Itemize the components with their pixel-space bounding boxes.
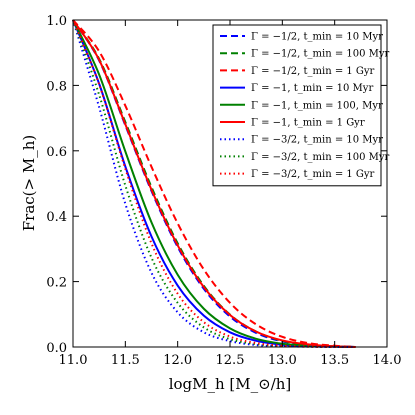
legend-label: Γ = −3/2, t_min = 10 Myr <box>251 135 383 146</box>
x-tick-label: 11.0 <box>59 353 88 368</box>
y-tick-label: 0.2 <box>46 276 67 291</box>
x-tick-label: 11.5 <box>111 353 140 368</box>
legend-label: Γ = −1/2, t_min = 10 Myr <box>251 32 383 43</box>
x-tick-label: 12.5 <box>216 353 245 368</box>
series-line-6 <box>72 19 356 348</box>
legend-label: Γ = −3/2, t_min = 1 Gyr <box>251 169 375 180</box>
y-tick-label: 0.8 <box>46 79 67 94</box>
x-tick-label: 12.0 <box>163 353 192 368</box>
legend-label: Γ = −3/2, t_min = 100 Myr <box>251 152 390 163</box>
series-line-7 <box>72 19 356 349</box>
legend-label: Γ = −1, t_min = 100, Myr <box>251 100 383 111</box>
axis-ticks: 11.0 11.5 12.0 12.5 13.0 13.5 14.0 0.0 0.2 0.4 0.6… <box>46 14 401 368</box>
legend-label: Γ = −1/2, t_min = 100 Myr <box>251 49 390 60</box>
series-line-5 <box>72 19 356 348</box>
legend-label: Γ = −1, t_min = 10 Myr <box>251 83 373 94</box>
legend: Γ = −1/2, t_min = 10 Myr Γ = −1/2, t_min … <box>212 24 390 187</box>
legend-label: Γ = −1/2, t_min = 1 Gyr <box>251 66 375 77</box>
x-axis-label: logM_h [M_⊙/h] <box>169 375 292 393</box>
y-axis-label: Frac(> M_h) <box>20 135 38 231</box>
x-tick-label: 13.5 <box>320 353 349 368</box>
y-tick-label: 0.4 <box>46 210 67 225</box>
x-tick-label: 14.0 <box>373 353 402 368</box>
y-tick-label: 0.0 <box>46 341 67 356</box>
series-line-3 <box>72 19 356 348</box>
legend-label: Γ = −1, t_min = 1 Gyr <box>251 118 365 129</box>
y-tick-label: 0.6 <box>46 145 67 160</box>
x-tick-label: 13.0 <box>268 353 297 368</box>
y-tick-label: 1.0 <box>46 14 67 29</box>
